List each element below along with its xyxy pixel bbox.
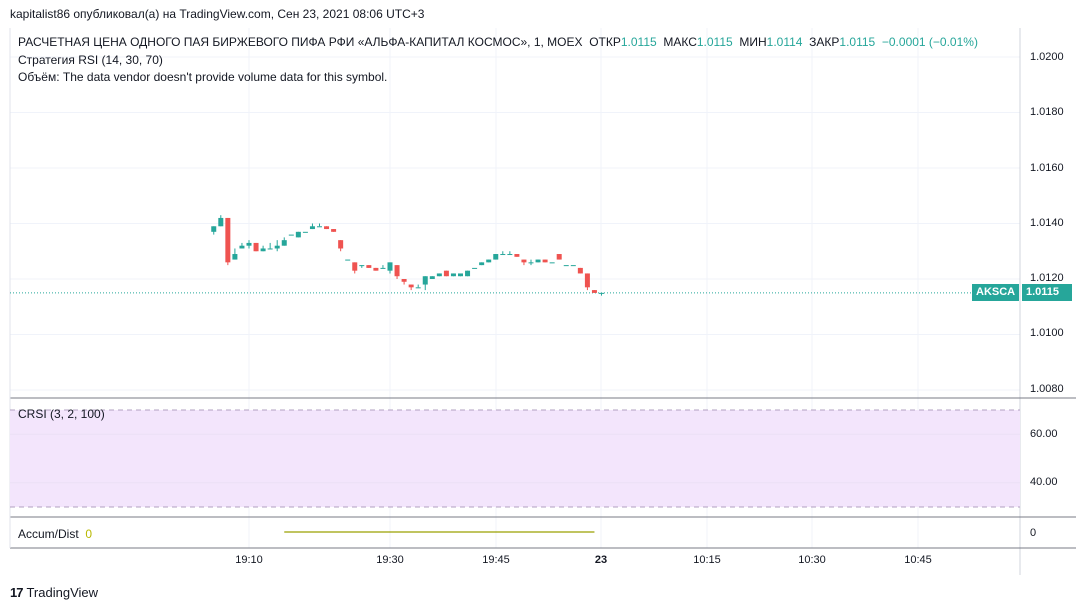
strategy-legend[interactable]: Стратегия RSI (14, 30, 70) xyxy=(18,53,163,67)
time-tick: 10:30 xyxy=(798,554,826,566)
candle-body xyxy=(514,254,520,257)
candle-body xyxy=(443,270,449,277)
candle-body xyxy=(288,234,294,236)
candle-body xyxy=(218,217,224,227)
close-label: ЗАКР xyxy=(809,35,840,49)
price-tick: 1.0120 xyxy=(1030,272,1064,284)
candle-body xyxy=(239,245,245,249)
time-tick: 10:45 xyxy=(904,554,932,566)
candle-body xyxy=(373,267,379,271)
candle-body xyxy=(380,267,386,269)
candle-body xyxy=(500,254,506,256)
change-value: −0.0001 (−0.01%) xyxy=(881,35,978,49)
time-tick: 10:15 xyxy=(693,554,721,566)
candle-body xyxy=(450,273,456,277)
candle-body xyxy=(211,226,217,232)
candle-body xyxy=(232,254,238,260)
candle-body xyxy=(359,265,365,267)
symbol-legend: РАСЧЕТНАЯ ЦЕНА ОДНОГО ПАЯ БИРЖЕВОГО ПИФА… xyxy=(18,35,978,49)
candle-body xyxy=(458,273,463,277)
time-tick-day: 23 xyxy=(594,554,608,566)
candle-body xyxy=(577,267,583,274)
candle-body xyxy=(253,242,259,252)
candle-body xyxy=(563,265,569,267)
candle-body xyxy=(599,292,604,294)
candle-body xyxy=(295,231,301,238)
last-price-badge: 1.0115 xyxy=(1022,284,1072,301)
crsi-legend[interactable]: CRSI (3, 2, 100) xyxy=(18,407,105,421)
candle-body xyxy=(352,262,358,271)
volume-legend[interactable]: Объём: The data vendor doesn't provide v… xyxy=(18,70,388,84)
candle-body xyxy=(408,284,414,288)
low-label: МИН xyxy=(739,35,767,49)
candle-body xyxy=(528,262,534,264)
price-tick: 1.0160 xyxy=(1030,162,1064,174)
candle-body xyxy=(549,262,555,264)
open-label: ОТКР xyxy=(589,35,621,49)
tradingview-brand[interactable]: 17 TradingView xyxy=(10,585,98,600)
open-value: 1.0115 xyxy=(620,35,657,49)
candle-body xyxy=(317,226,322,228)
price-tick: 1.0140 xyxy=(1030,217,1064,229)
candle-body xyxy=(366,265,372,268)
candle-body xyxy=(281,240,287,246)
symbol-title[interactable]: РАСЧЕТНАЯ ЦЕНА ОДНОГО ПАЯ БИРЖЕВОГО ПИФА… xyxy=(18,35,583,49)
candle-body xyxy=(486,259,492,263)
brand-name: TradingView xyxy=(26,585,99,600)
candle-body xyxy=(338,240,344,249)
price-tick: 1.0080 xyxy=(1030,383,1064,395)
low-value: 1.0114 xyxy=(766,35,803,49)
candle-body xyxy=(436,273,442,277)
candle-body xyxy=(302,231,308,233)
close-value: 1.0115 xyxy=(839,35,876,49)
time-tick: 19:45 xyxy=(482,554,510,566)
candle-body xyxy=(387,262,393,271)
accum-legend[interactable]: Accum/Dist 0 xyxy=(18,527,92,541)
candle-body xyxy=(465,270,471,277)
candle-body xyxy=(415,287,421,289)
price-tick: 1.0100 xyxy=(1030,327,1064,339)
candle-body xyxy=(472,267,478,269)
candle-body xyxy=(493,254,499,260)
candle-body xyxy=(324,226,330,230)
candle-body xyxy=(345,259,351,261)
candle-body xyxy=(570,265,576,267)
candle-body xyxy=(401,279,407,282)
time-tick: 19:30 xyxy=(376,554,404,566)
candle-body xyxy=(591,290,597,293)
candle-body xyxy=(267,248,273,250)
crsi-band xyxy=(10,410,1020,507)
symbol-badge: AKSCA xyxy=(972,284,1020,301)
candle-body xyxy=(521,259,527,263)
candle-body xyxy=(331,229,337,232)
published-info: kapitalist86 опубликовал(а) на TradingVi… xyxy=(10,7,425,21)
candle-body xyxy=(429,276,435,279)
candle-body xyxy=(584,273,590,288)
candle-body xyxy=(246,242,252,246)
candle-body xyxy=(422,276,428,285)
accum-tick: 0 xyxy=(1030,527,1037,539)
high-label: МАКС xyxy=(663,35,697,49)
candle-body xyxy=(535,259,541,263)
price-tick: 1.0180 xyxy=(1030,106,1064,118)
accum-label: Accum/Dist xyxy=(18,527,79,541)
tradingview-logo-icon: 17 xyxy=(10,585,24,600)
candle-body xyxy=(507,254,513,256)
candle-body xyxy=(542,259,548,263)
time-tick: 19:10 xyxy=(235,554,263,566)
crsi-tick: 60.00 xyxy=(1030,428,1058,440)
candle-body xyxy=(394,265,400,277)
accum-value: 0 xyxy=(85,527,93,541)
crsi-tick: 40.00 xyxy=(1030,476,1058,488)
candle-body xyxy=(225,217,231,263)
candle-body xyxy=(309,226,315,230)
price-tick: 1.0200 xyxy=(1030,51,1064,63)
candle-body xyxy=(556,254,562,260)
candle-body xyxy=(479,262,485,266)
candle-body xyxy=(260,248,266,252)
candle-body xyxy=(274,245,280,249)
high-value: 1.0115 xyxy=(696,35,733,49)
